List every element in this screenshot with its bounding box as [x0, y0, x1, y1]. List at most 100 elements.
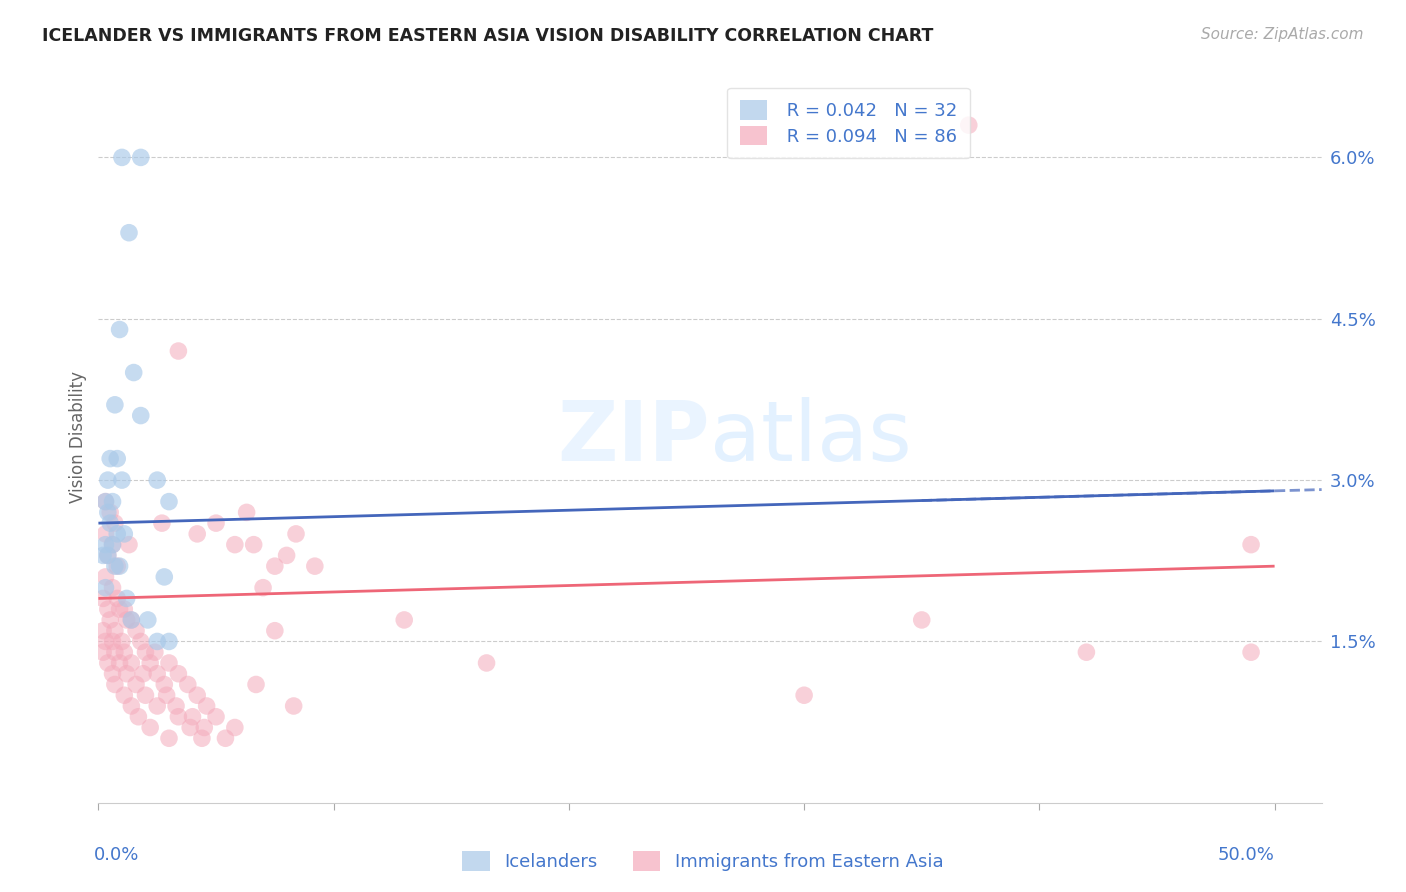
Point — [105, 559, 128, 574]
Point — [129, 634, 152, 648]
Point — [122, 366, 145, 380]
Point — [193, 721, 215, 735]
Point — [136, 613, 159, 627]
Point — [1240, 645, 1263, 659]
Point — [186, 688, 208, 702]
Text: 50.0%: 50.0% — [1218, 846, 1275, 863]
Point — [101, 666, 124, 681]
Point — [94, 581, 117, 595]
Point — [112, 602, 135, 616]
Point — [177, 677, 200, 691]
Point — [120, 698, 142, 713]
Point — [101, 538, 124, 552]
Point — [98, 451, 121, 466]
Point — [120, 656, 142, 670]
Point — [167, 710, 190, 724]
Point — [156, 688, 179, 702]
Point — [146, 473, 169, 487]
Point — [118, 538, 141, 552]
Point — [146, 666, 169, 681]
Point — [242, 538, 264, 552]
Point — [111, 473, 134, 487]
Point — [167, 344, 190, 359]
Point — [153, 570, 176, 584]
Point — [263, 624, 285, 638]
Point — [120, 613, 142, 627]
Text: ICELANDER VS IMMIGRANTS FROM EASTERN ASIA VISION DISABILITY CORRELATION CHART: ICELANDER VS IMMIGRANTS FROM EASTERN ASI… — [42, 27, 934, 45]
Point — [111, 150, 134, 164]
Point — [111, 634, 134, 648]
Point — [146, 634, 169, 648]
Point — [205, 710, 228, 724]
Point — [181, 710, 204, 724]
Point — [793, 688, 815, 702]
Point — [392, 613, 416, 627]
Point — [150, 516, 173, 530]
Point — [191, 731, 214, 746]
Point — [101, 538, 124, 552]
Point — [125, 677, 148, 691]
Point — [134, 645, 156, 659]
Point — [276, 549, 298, 563]
Point — [98, 516, 121, 530]
Point — [104, 516, 127, 530]
Point — [91, 549, 114, 563]
Point — [94, 538, 117, 552]
Point — [165, 698, 187, 713]
Point — [139, 721, 162, 735]
Point — [139, 656, 162, 670]
Text: Source: ZipAtlas.com: Source: ZipAtlas.com — [1201, 27, 1364, 42]
Point — [115, 666, 138, 681]
Point — [235, 505, 257, 519]
Point — [108, 602, 131, 616]
Point — [108, 322, 131, 336]
Point — [91, 645, 114, 659]
Legend:  R = 0.042   N = 32,  R = 0.094   N = 86: R = 0.042 N = 32, R = 0.094 N = 86 — [727, 87, 970, 158]
Point — [153, 677, 176, 691]
Point — [957, 118, 980, 132]
Point — [101, 581, 124, 595]
Point — [134, 688, 156, 702]
Point — [94, 527, 117, 541]
Point — [1240, 538, 1263, 552]
Point — [105, 451, 128, 466]
Point — [115, 591, 138, 606]
Point — [143, 645, 166, 659]
Point — [101, 634, 124, 648]
Point — [105, 591, 128, 606]
Point — [112, 645, 135, 659]
Point — [94, 634, 117, 648]
Point — [94, 494, 117, 508]
Point — [91, 624, 114, 638]
Point — [98, 613, 121, 627]
Legend: Icelanders, Immigrants from Eastern Asia: Icelanders, Immigrants from Eastern Asia — [456, 844, 950, 879]
Point — [112, 527, 135, 541]
Point — [112, 688, 135, 702]
Point — [129, 150, 152, 164]
Point — [115, 613, 138, 627]
Text: ZIP: ZIP — [558, 397, 710, 477]
Point — [304, 559, 326, 574]
Point — [214, 731, 236, 746]
Point — [224, 721, 246, 735]
Point — [97, 602, 120, 616]
Point — [94, 570, 117, 584]
Point — [104, 677, 127, 691]
Point — [104, 559, 127, 574]
Point — [97, 549, 120, 563]
Point — [98, 505, 121, 519]
Point — [157, 731, 180, 746]
Point — [125, 624, 148, 638]
Point — [263, 559, 285, 574]
Point — [205, 516, 228, 530]
Text: atlas: atlas — [710, 397, 911, 477]
Point — [127, 710, 149, 724]
Point — [101, 494, 124, 508]
Point — [104, 624, 127, 638]
Point — [475, 656, 498, 670]
Point — [97, 549, 120, 563]
Point — [167, 666, 190, 681]
Point — [91, 591, 114, 606]
Point — [157, 494, 180, 508]
Point — [97, 473, 120, 487]
